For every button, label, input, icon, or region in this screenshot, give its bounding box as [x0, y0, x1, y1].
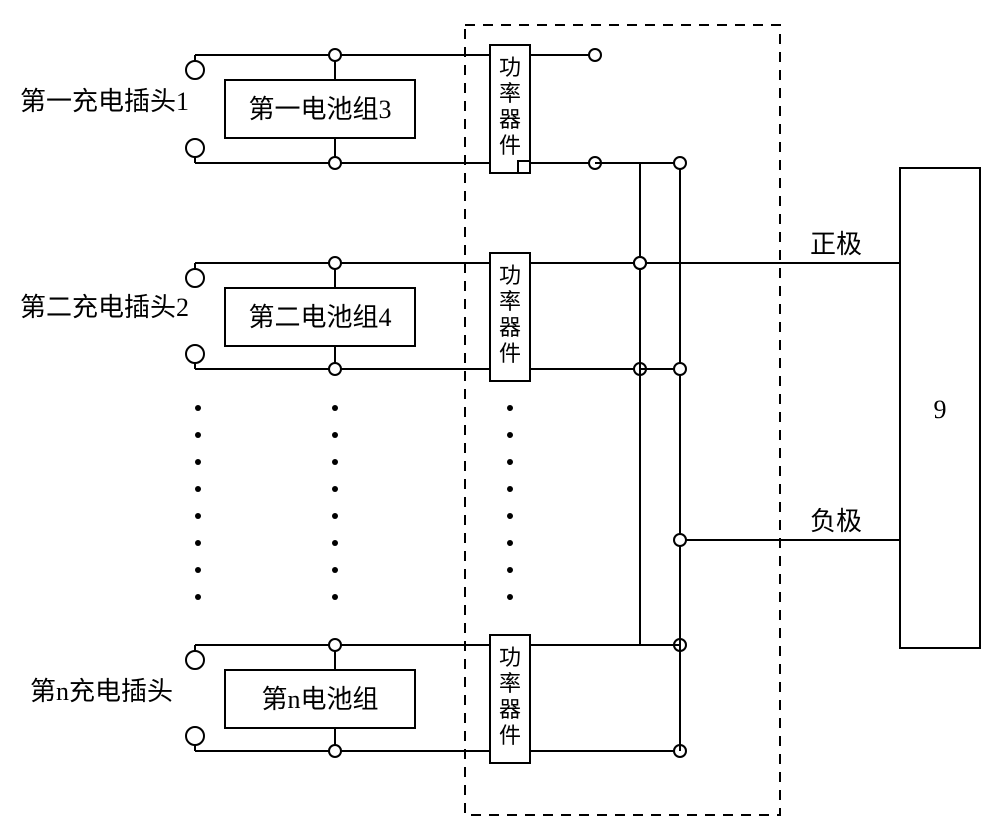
svg-text:功率器件: 功率器件	[499, 55, 521, 158]
svg-text:功率器件: 功率器件	[499, 263, 521, 366]
svg-text:负极: 负极	[810, 507, 862, 536]
svg-text:第二电池组4: 第二电池组4	[248, 303, 391, 332]
svg-text:第一充电插头1: 第一充电插头1	[20, 87, 189, 116]
svg-text:第一电池组3: 第一电池组3	[248, 95, 391, 124]
svg-text:功率器件: 功率器件	[499, 645, 521, 748]
svg-text:第n充电插头: 第n充电插头	[30, 677, 173, 706]
svg-text:正极: 正极	[810, 230, 862, 259]
svg-text:第n电池组: 第n电池组	[261, 685, 378, 714]
svg-text:第二充电插头2: 第二充电插头2	[20, 293, 189, 322]
svg-text:9: 9	[934, 395, 947, 424]
